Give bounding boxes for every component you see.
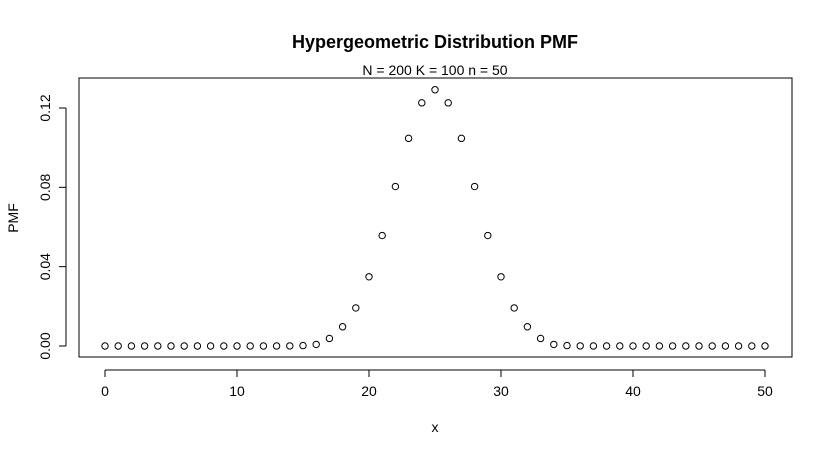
data-point [352,304,360,312]
data-point [127,342,136,350]
data-point [418,99,426,107]
data-point [233,342,241,350]
x-tick-label: 50 [757,383,773,399]
data-point [140,342,149,350]
data-point [114,342,122,350]
data-point [563,341,571,350]
data-point [391,182,400,191]
data-point [312,340,320,349]
y-tick-label: 0.12 [37,94,53,121]
data-point [154,342,162,350]
data-point [748,342,756,350]
data-point [325,334,334,343]
data-point [404,134,413,143]
data-point [629,342,637,350]
data-point [246,342,254,350]
data-point [576,342,584,350]
data-point [193,342,202,350]
data-point [642,342,650,350]
chart-title: Hypergeometric Distribution PMF [292,32,578,52]
y-axis-label: PMF [5,203,21,233]
x-tick-label: 0 [101,383,109,399]
plot-frame [78,77,793,358]
y-tick-label: 0.04 [37,253,53,280]
data-point [523,323,532,331]
data-point [550,340,558,349]
x-tick-label: 40 [625,383,641,399]
data-point [431,86,439,94]
data-point [180,342,188,350]
data-point [510,304,518,312]
data-point [220,342,228,350]
data-point [286,342,294,350]
y-tick-label: 0.08 [37,173,53,200]
data-point [444,99,452,107]
data-point [299,341,307,350]
data-point [721,342,730,350]
data-point [338,323,347,331]
data-point [457,134,466,143]
data-point [668,342,677,350]
data-point [378,231,386,240]
x-tick-label: 10 [229,383,245,399]
data-point [484,231,492,240]
data-point [101,342,109,350]
data-point [761,342,769,350]
x-tick-label: 30 [493,383,509,399]
x-axis-label: x [432,419,439,435]
data-point [734,342,743,350]
data-point [470,182,479,191]
x-tick-label: 20 [361,383,377,399]
chart-subtitle: N = 200 K = 100 n = 50 [362,62,507,78]
data-point [497,273,505,281]
y-tick-label: 0.00 [37,332,53,359]
data-point [602,342,611,350]
data-point [589,342,598,350]
data-point [365,273,373,281]
data-point [272,342,281,350]
data-point [536,334,545,343]
data-points [101,86,769,350]
data-point [708,342,716,350]
data-point [695,342,703,350]
data-point [616,342,624,350]
y-axis: 0.00 0.04 0.08 0.12 [37,94,67,360]
data-point [682,342,690,350]
data-point [655,342,664,350]
data-point [167,342,175,350]
x-axis: 0 10 20 30 40 50 [101,369,773,399]
data-point [206,342,215,350]
data-point [259,342,268,350]
